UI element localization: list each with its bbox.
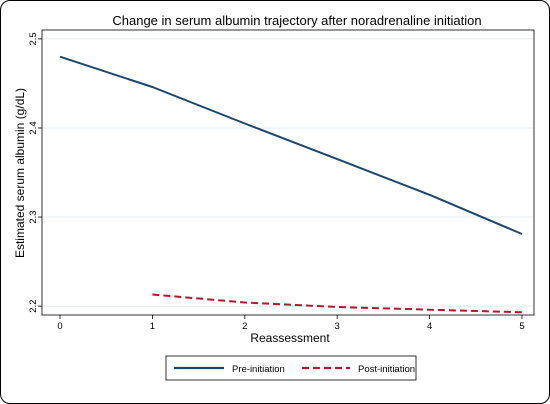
y-tick-label: 2.4 [28,121,39,134]
x-axis-ticks: 0 1 2 3 4 5 [57,315,525,332]
y-tick-label: 2.2 [28,299,39,312]
legend-label-pre-initiation: Pre-initiation [232,364,285,375]
x-tick-label: 1 [150,321,155,332]
x-tick-label: 0 [57,321,62,332]
x-tick-label: 3 [335,321,340,332]
series-line-pre-initiation [59,55,523,235]
legend-label-post-initiation: Post-initiation [358,364,415,375]
series-line-post-initiation [152,293,523,314]
x-tick-label: 5 [519,321,524,332]
legend: Pre-initiation Post-initiation [165,355,417,381]
plot-area [41,29,535,316]
y-axis-label: Estimated serum albumin (g/dL) [13,88,27,258]
y-axis-ticks: 2.2 2.3 2.4 2.5 [28,32,42,313]
series-layer [59,55,523,314]
x-tick-label: 4 [427,321,432,332]
x-axis-label: Reassessment [250,331,330,345]
chart-title: Change in serum albumin trajectory after… [112,13,481,28]
x-tick-label: 2 [242,321,247,332]
y-tick-label: 2.3 [28,210,39,223]
y-tick-label: 2.5 [28,32,39,45]
gridlines [43,38,533,307]
